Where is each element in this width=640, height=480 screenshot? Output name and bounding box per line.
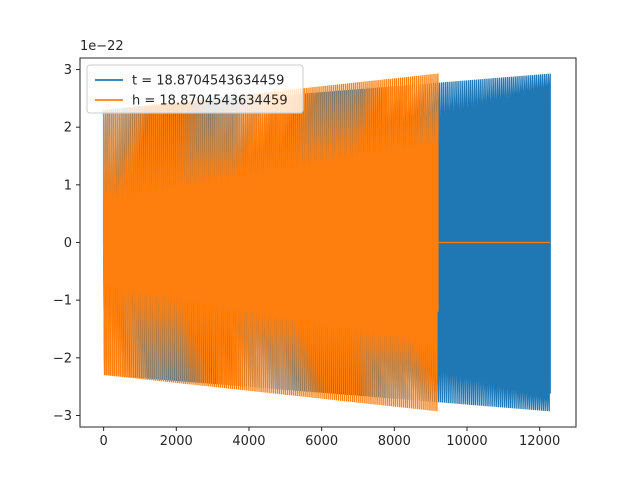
y-scale-exponent-label: 1e−22 — [80, 39, 124, 54]
x-tick-label: 8000 — [378, 434, 411, 449]
y-tick-label: 3 — [64, 63, 72, 78]
x-tick-label: 4000 — [232, 434, 265, 449]
legend-box — [86, 64, 304, 114]
legend-label-0: t = 18.8704543634459 — [132, 74, 284, 89]
x-tick-label: 6000 — [305, 434, 338, 449]
y-axis: −3 −2 −1 0 1 2 3 — [53, 63, 80, 424]
series-line-1 — [102, 73, 551, 412]
legend-label-1: h = 18.8704543634459 — [132, 94, 288, 109]
y-tick-label: 0 — [64, 236, 72, 251]
y-tick-label: −3 — [53, 409, 72, 424]
x-tick-label: 10000 — [446, 434, 487, 449]
x-tick-label: 2000 — [160, 434, 193, 449]
y-tick-label: −2 — [53, 351, 72, 366]
y-tick-label: 1 — [64, 178, 72, 193]
x-tick-label: 0 — [99, 434, 107, 449]
y-tick-label: −1 — [53, 294, 72, 309]
y-tick-label: 2 — [64, 121, 72, 136]
plot-area — [102, 73, 551, 412]
legend: t = 18.8704543634459 h = 18.8704543634459 — [86, 64, 304, 114]
x-tick-label: 12000 — [519, 434, 560, 449]
x-axis: 0 2000 4000 6000 8000 10000 12000 — [99, 427, 560, 449]
